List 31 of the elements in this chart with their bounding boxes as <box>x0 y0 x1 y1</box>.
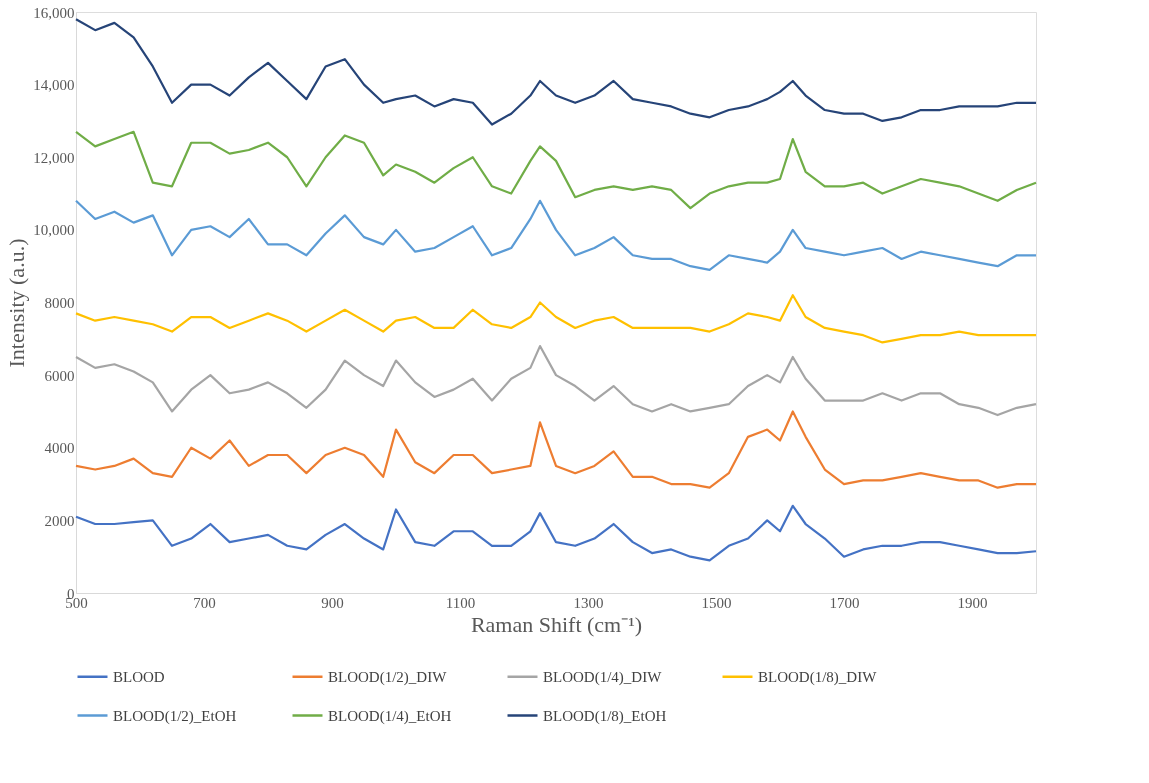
line-series <box>74 130 1038 210</box>
legend-label: BLOOD(1/2)_EtOH <box>113 707 237 725</box>
line-series <box>74 410 1038 489</box>
y-tick-label: 16,000 <box>33 4 75 21</box>
x-tick-label: 1100 <box>445 594 476 611</box>
legend-label: BLOOD(1/2)_DIW <box>328 668 448 686</box>
x-axis-title: Raman Shift (cm⁻¹) <box>470 611 643 637</box>
line-series <box>74 344 1038 417</box>
x-tick-label: 1700 <box>829 594 860 611</box>
line-series <box>74 199 1038 271</box>
y-tick-label: 14,000 <box>33 77 75 94</box>
x-tick-label: 1300 <box>573 594 604 611</box>
y-tick-label: 6000 <box>44 367 75 384</box>
x-tick-label: 1500 <box>701 594 732 611</box>
y-axis-title: Intensity (a.u.) <box>4 238 30 368</box>
x-tick-label: 700 <box>193 594 216 611</box>
line-series <box>74 294 1038 344</box>
legend-label: BLOOD(1/4)_DIW <box>543 668 663 686</box>
line-series <box>74 18 1038 126</box>
legend-label: BLOOD(1/8)_DIW <box>758 668 878 686</box>
line-series <box>74 504 1038 562</box>
x-tick-label: 1900 <box>957 594 988 611</box>
legend-label: BLOOD(1/8)_EtOH <box>543 707 667 725</box>
legend-label: BLOOD <box>113 668 165 685</box>
y-tick-label: 10,000 <box>33 222 75 239</box>
y-tick-label: 2000 <box>44 512 75 529</box>
x-tick-label: 900 <box>321 594 344 611</box>
legend-label: BLOOD(1/4)_EtOH <box>328 707 452 725</box>
y-tick-label: 4000 <box>44 440 75 457</box>
y-tick-label: 8000 <box>44 295 75 311</box>
y-tick-label: 12,000 <box>33 149 75 166</box>
